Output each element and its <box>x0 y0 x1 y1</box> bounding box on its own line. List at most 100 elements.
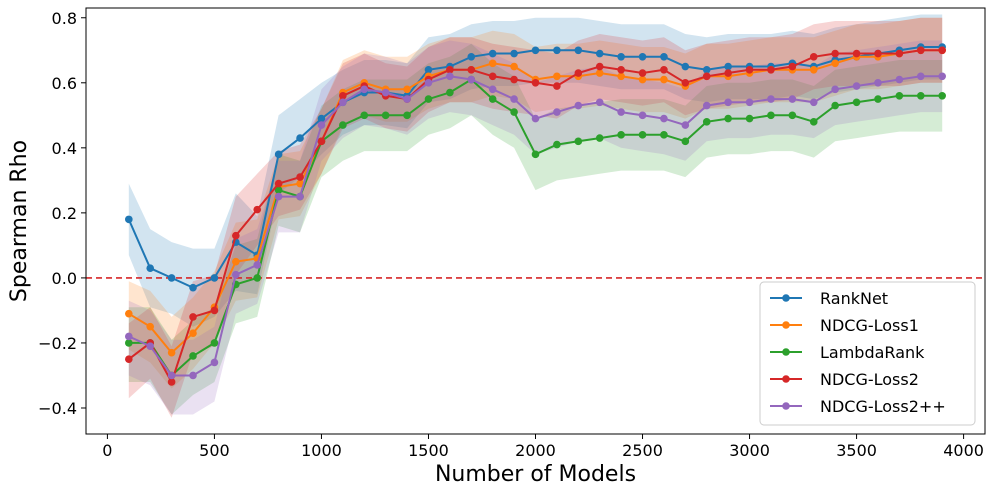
data-point <box>488 95 497 103</box>
data-point <box>724 114 732 123</box>
data-point <box>702 101 711 110</box>
data-point <box>895 75 904 84</box>
data-point <box>745 114 754 123</box>
legend-marker <box>782 348 790 356</box>
data-point <box>274 192 283 201</box>
data-point <box>189 329 197 337</box>
data-point <box>296 179 304 188</box>
data-point <box>125 309 133 318</box>
data-point <box>403 95 411 103</box>
data-point <box>467 75 476 84</box>
data-point <box>232 231 240 240</box>
x-axis-title: Number of Models <box>435 462 636 487</box>
data-point <box>531 114 540 123</box>
data-point <box>831 101 839 110</box>
data-point <box>852 49 861 58</box>
data-point <box>916 46 925 55</box>
data-point <box>189 371 197 380</box>
data-point <box>809 65 818 74</box>
data-point <box>424 78 433 87</box>
band-2 <box>128 43 943 415</box>
data-point <box>467 52 476 61</box>
legend-entry: LambdaRank <box>770 343 925 362</box>
x-tick-label: 4000 <box>943 441 984 460</box>
data-point <box>488 49 497 58</box>
legend-label: RankNet <box>820 289 888 308</box>
data-point <box>232 270 240 279</box>
data-point <box>360 85 369 94</box>
data-point <box>467 65 476 74</box>
data-point <box>895 49 904 58</box>
y-tick-label: −0.4 <box>38 399 77 418</box>
data-point <box>852 82 861 90</box>
data-point <box>446 65 454 74</box>
data-point <box>125 339 133 347</box>
data-point <box>146 264 155 272</box>
data-point <box>938 46 946 55</box>
data-point <box>660 131 668 139</box>
data-point <box>574 137 583 146</box>
y-tick-label: 0.8 <box>52 9 77 28</box>
data-point <box>210 339 219 347</box>
data-point <box>874 95 882 103</box>
legend-label: NDCG-Loss1 <box>820 316 919 335</box>
data-point <box>638 75 647 84</box>
legend-label: NDCG-Loss2++ <box>820 397 946 416</box>
x-tick-label: 2000 <box>515 441 556 460</box>
data-point <box>660 114 668 123</box>
data-point <box>724 69 732 77</box>
data-point <box>595 49 604 58</box>
data-point <box>724 98 732 107</box>
y-tick-label: 0.6 <box>52 74 77 93</box>
data-point <box>296 134 304 142</box>
data-point <box>938 92 946 100</box>
data-point <box>724 62 732 71</box>
legend-entry: NDCG-Loss2++ <box>770 397 946 416</box>
data-point <box>702 65 711 74</box>
data-point <box>660 52 668 61</box>
data-point <box>681 62 690 71</box>
y-tick-label: −0.2 <box>38 334 77 353</box>
data-point <box>274 179 283 188</box>
legend-box <box>759 281 976 426</box>
data-point <box>403 85 411 94</box>
data-point <box>531 78 540 87</box>
data-point <box>681 78 690 87</box>
data-point <box>339 98 347 107</box>
data-point <box>488 59 497 68</box>
data-point <box>167 274 176 282</box>
data-point <box>253 205 262 214</box>
data-point <box>916 72 925 81</box>
data-point <box>253 261 262 269</box>
legend: RankNet NDCG-Loss1 LambdaRank NDCG-Loss2 NDC… <box>759 281 976 426</box>
data-point <box>660 65 668 74</box>
data-point <box>146 342 155 350</box>
x-axis-ticks: 0 500 1000 1500 2000 2500 3000 3500 4000 <box>102 434 984 460</box>
x-tick-label: 1500 <box>408 441 449 460</box>
data-point <box>210 358 219 367</box>
data-point <box>189 283 197 292</box>
data-point <box>809 98 818 107</box>
data-point <box>424 65 433 74</box>
data-point <box>916 92 925 100</box>
data-point <box>852 98 861 107</box>
data-point <box>638 69 647 77</box>
legend-marker <box>782 294 790 302</box>
data-point <box>125 355 133 364</box>
band-0 <box>128 14 943 327</box>
data-point <box>702 72 711 81</box>
data-point <box>831 49 839 58</box>
data-point <box>767 65 775 74</box>
x-tick-label: 500 <box>199 441 230 460</box>
data-point <box>210 306 219 315</box>
data-point <box>874 49 882 58</box>
data-point <box>938 72 946 81</box>
x-tick-label: 3500 <box>836 441 877 460</box>
data-point <box>125 332 133 341</box>
data-point <box>574 101 583 110</box>
data-point <box>874 78 882 87</box>
data-point <box>189 313 197 321</box>
data-point <box>274 150 283 159</box>
data-point <box>553 140 561 149</box>
